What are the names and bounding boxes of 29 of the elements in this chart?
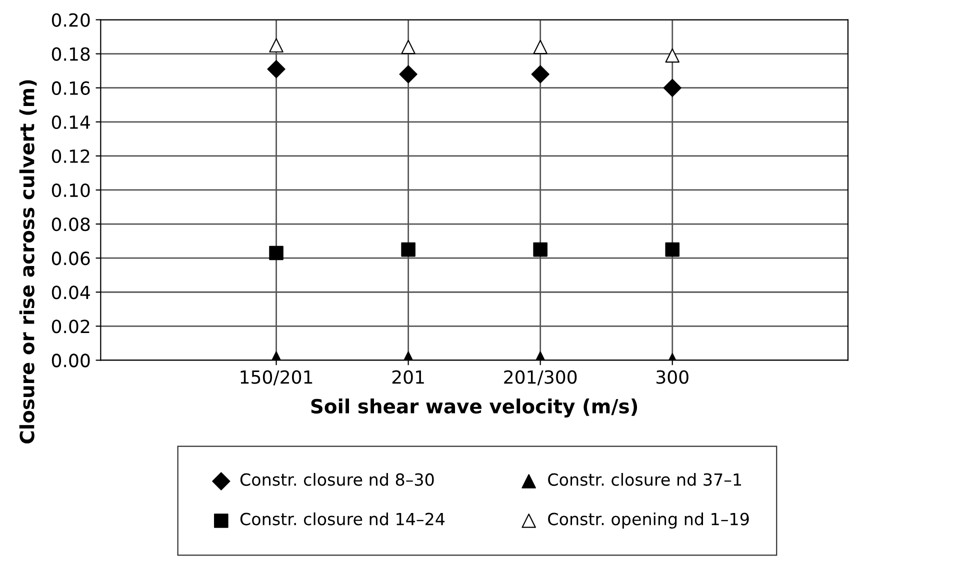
y-tick-label: 0.06	[52, 252, 90, 266]
y-tick-label: 0.08	[52, 217, 90, 232]
x-tick-label: 300	[656, 370, 688, 384]
y-tick-label: 0.12	[52, 149, 90, 164]
y-tick-label: 0.02	[52, 320, 90, 334]
x-tick-label: 201/300	[504, 370, 577, 386]
y-tick-label: 0.18	[52, 47, 90, 61]
point	[663, 78, 682, 97]
point	[267, 60, 286, 78]
y-axis-title: Closure or rise across culvert (m)	[19, 80, 37, 444]
point	[533, 40, 548, 54]
point	[399, 65, 418, 84]
y-tick-label: 0.14	[52, 115, 90, 130]
x-tick-label: 150/201	[240, 370, 312, 386]
x-axis-title: Soil shear wave velocity (m/s)	[311, 398, 638, 418]
y-tick-label: 0.20	[52, 13, 90, 27]
legend-label: Constr. closure nd 14–24	[240, 512, 445, 526]
legend-label: Constr. closure nd 37–1	[548, 472, 742, 486]
y-tick-label: 0.10	[52, 183, 90, 198]
point	[531, 65, 550, 84]
point	[269, 38, 284, 52]
point	[401, 40, 416, 54]
x-tick-label: 201	[392, 370, 424, 384]
legend-label: Constr. closure nd 8–30	[240, 472, 434, 486]
y-tick-label: 0.00	[52, 354, 90, 368]
legend-label: Constr. opening nd 1–19	[548, 512, 749, 529]
y-tick-label: 0.16	[52, 81, 90, 95]
y-tick-label: 0.04	[52, 286, 90, 300]
point	[665, 48, 680, 63]
